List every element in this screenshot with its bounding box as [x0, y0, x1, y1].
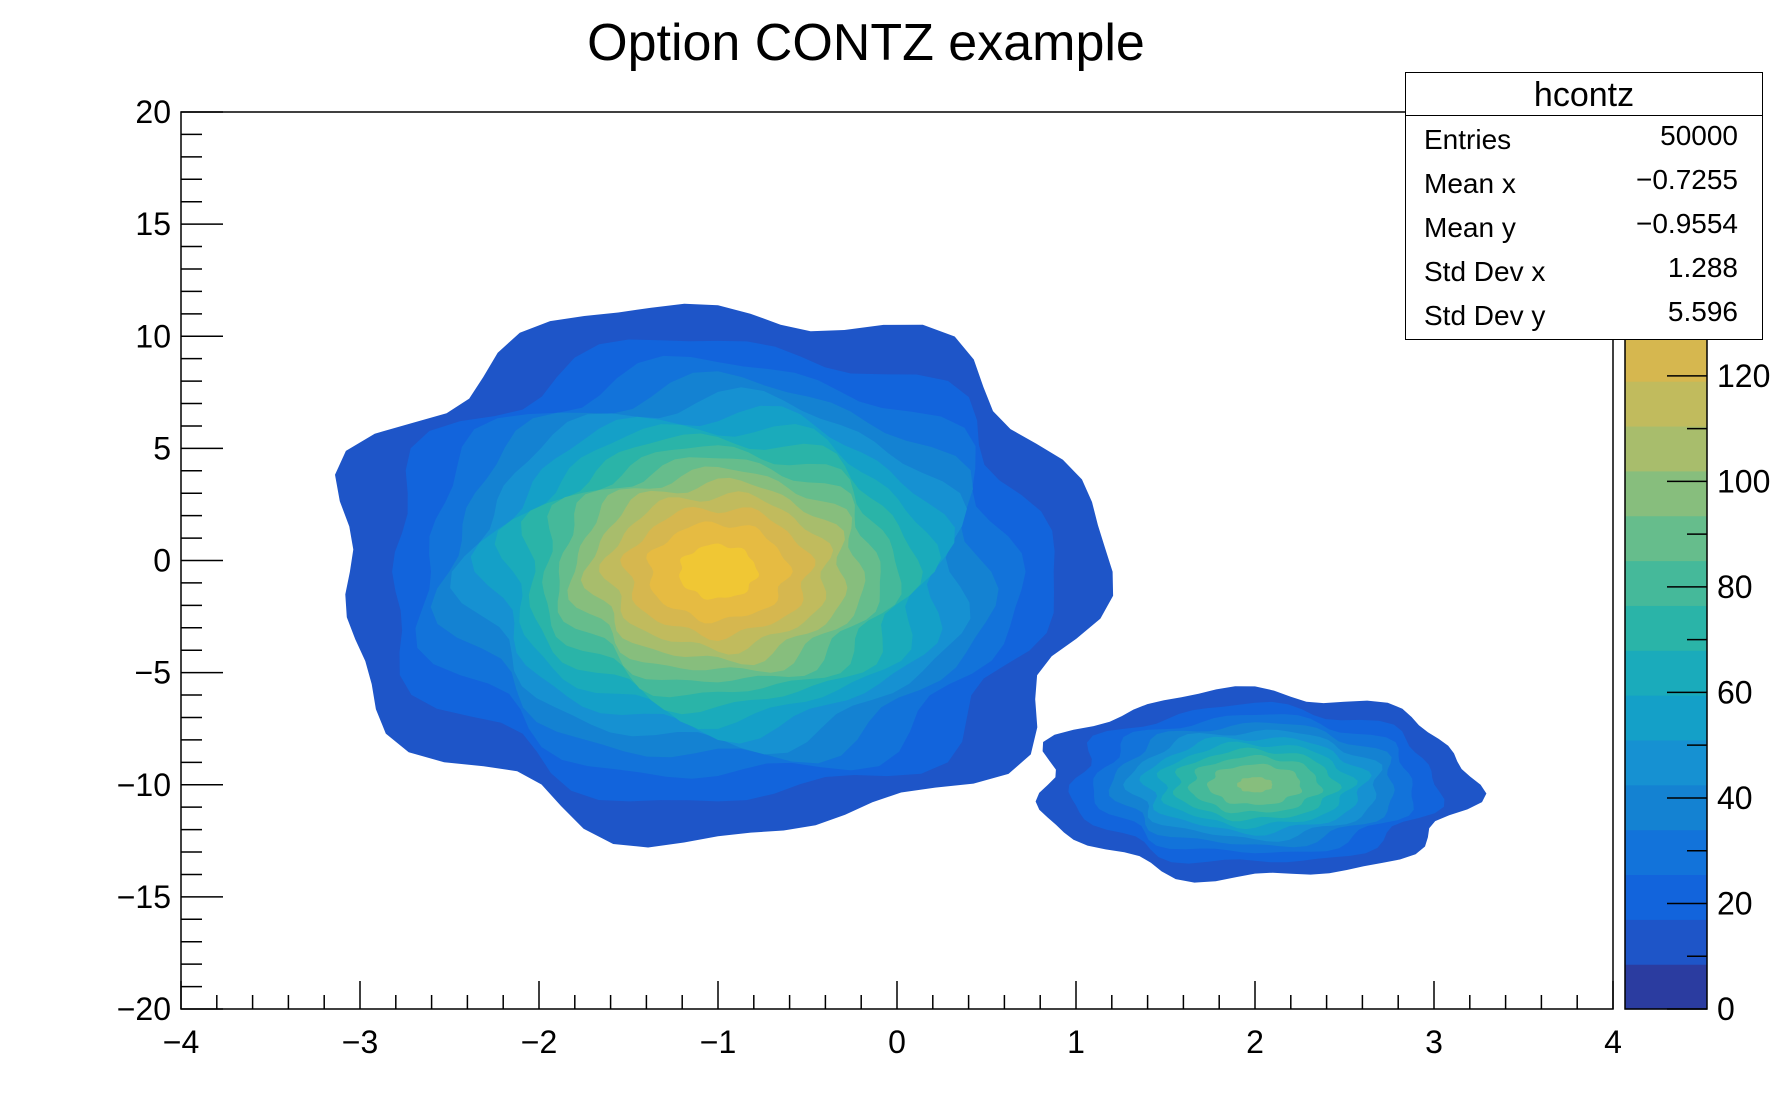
- stats-value: −0.7255: [1636, 164, 1738, 195]
- colorbar-swatch: [1625, 919, 1707, 965]
- colorbar-tick-label: 120: [1717, 358, 1770, 394]
- colorbar-swatch: [1625, 739, 1707, 786]
- chart-title: Option CONTZ example: [587, 14, 1145, 72]
- colorbar-tick-label: 0: [1717, 991, 1735, 1027]
- colorbar-swatch: [1625, 874, 1707, 920]
- colorbar-swatch: [1625, 336, 1707, 382]
- stats-box[interactable]: hcontz Entries 50000 Mean x −0.7255 Mean…: [1405, 72, 1763, 340]
- stats-label: Entries: [1424, 124, 1512, 155]
- x-tick-label: 3: [1425, 1024, 1443, 1060]
- colorbar-tick-label: 100: [1717, 463, 1770, 499]
- colorbar-swatch: [1625, 560, 1707, 606]
- colorbar-tick-label: 60: [1717, 674, 1753, 710]
- stats-label: Std Dev x: [1424, 256, 1546, 287]
- y-tick-label: −15: [117, 879, 171, 915]
- stats-row-std-dev-x: Std Dev x 1.288: [1406, 248, 1762, 292]
- stats-label: Mean x: [1424, 168, 1516, 199]
- colorbar-swatch: [1625, 695, 1707, 741]
- colorbar-tick-label: 80: [1717, 569, 1753, 605]
- colorbar-swatch: [1625, 784, 1707, 831]
- stats-value: 5.596: [1667, 296, 1738, 327]
- stats-label: Mean y: [1424, 212, 1516, 243]
- contour-level-1-16: [679, 543, 760, 600]
- y-tick-label: 20: [135, 94, 171, 130]
- stats-label: Std Dev y: [1424, 300, 1546, 331]
- x-tick-label: −1: [700, 1024, 736, 1060]
- y-tick-label: 0: [153, 543, 171, 579]
- x-tick-label: 0: [888, 1024, 906, 1060]
- y-axis: −20 −15 −10 −5 0 5 10 15 20: [117, 94, 223, 1027]
- contour-level-2-11: [1237, 777, 1273, 793]
- stats-row-entries: Entries 50000: [1406, 116, 1762, 160]
- x-tick-label: −2: [521, 1024, 557, 1060]
- y-tick-label: −5: [135, 655, 171, 691]
- x-axis: −4 −3 −2 −1 0 1 2 3 4: [163, 981, 1622, 1060]
- colorbar-swatch: [1625, 425, 1707, 472]
- x-tick-label: −4: [163, 1024, 199, 1060]
- y-tick-label: 10: [135, 318, 171, 354]
- stats-row-mean-y: Mean y −0.9554: [1406, 204, 1762, 248]
- x-tick-label: −3: [342, 1024, 378, 1060]
- colorbar-swatch: [1625, 515, 1707, 562]
- colorbar-swatch: [1625, 964, 1707, 1010]
- y-tick-label: 15: [135, 206, 171, 242]
- colorbar-swatch: [1625, 470, 1707, 517]
- stats-row-std-dev-y: Std Dev y 5.596: [1406, 292, 1762, 336]
- colorbar-swatch: [1625, 829, 1707, 876]
- stats-value: −0.9554: [1636, 208, 1738, 239]
- stats-row-mean-x: Mean x −0.7255: [1406, 160, 1762, 204]
- colorbar-swatch: [1625, 605, 1707, 651]
- y-tick-label: 5: [153, 430, 171, 466]
- y-tick-label: −10: [117, 767, 171, 803]
- colorbar-tick-label: 20: [1717, 885, 1753, 921]
- x-tick-label: 1: [1067, 1024, 1085, 1060]
- contour-area: [335, 303, 1487, 883]
- stats-title: hcontz: [1406, 73, 1762, 116]
- stats-value: 50000: [1660, 120, 1738, 151]
- stats-value: 1.288: [1667, 252, 1738, 283]
- colorbar-tick-label: 40: [1717, 780, 1753, 816]
- x-tick-label: 4: [1604, 1024, 1622, 1060]
- colorbar-swatch: [1625, 381, 1707, 427]
- colorbar-swatch: [1625, 650, 1707, 696]
- x-tick-label: 2: [1246, 1024, 1264, 1060]
- y-tick-label: −20: [117, 991, 171, 1027]
